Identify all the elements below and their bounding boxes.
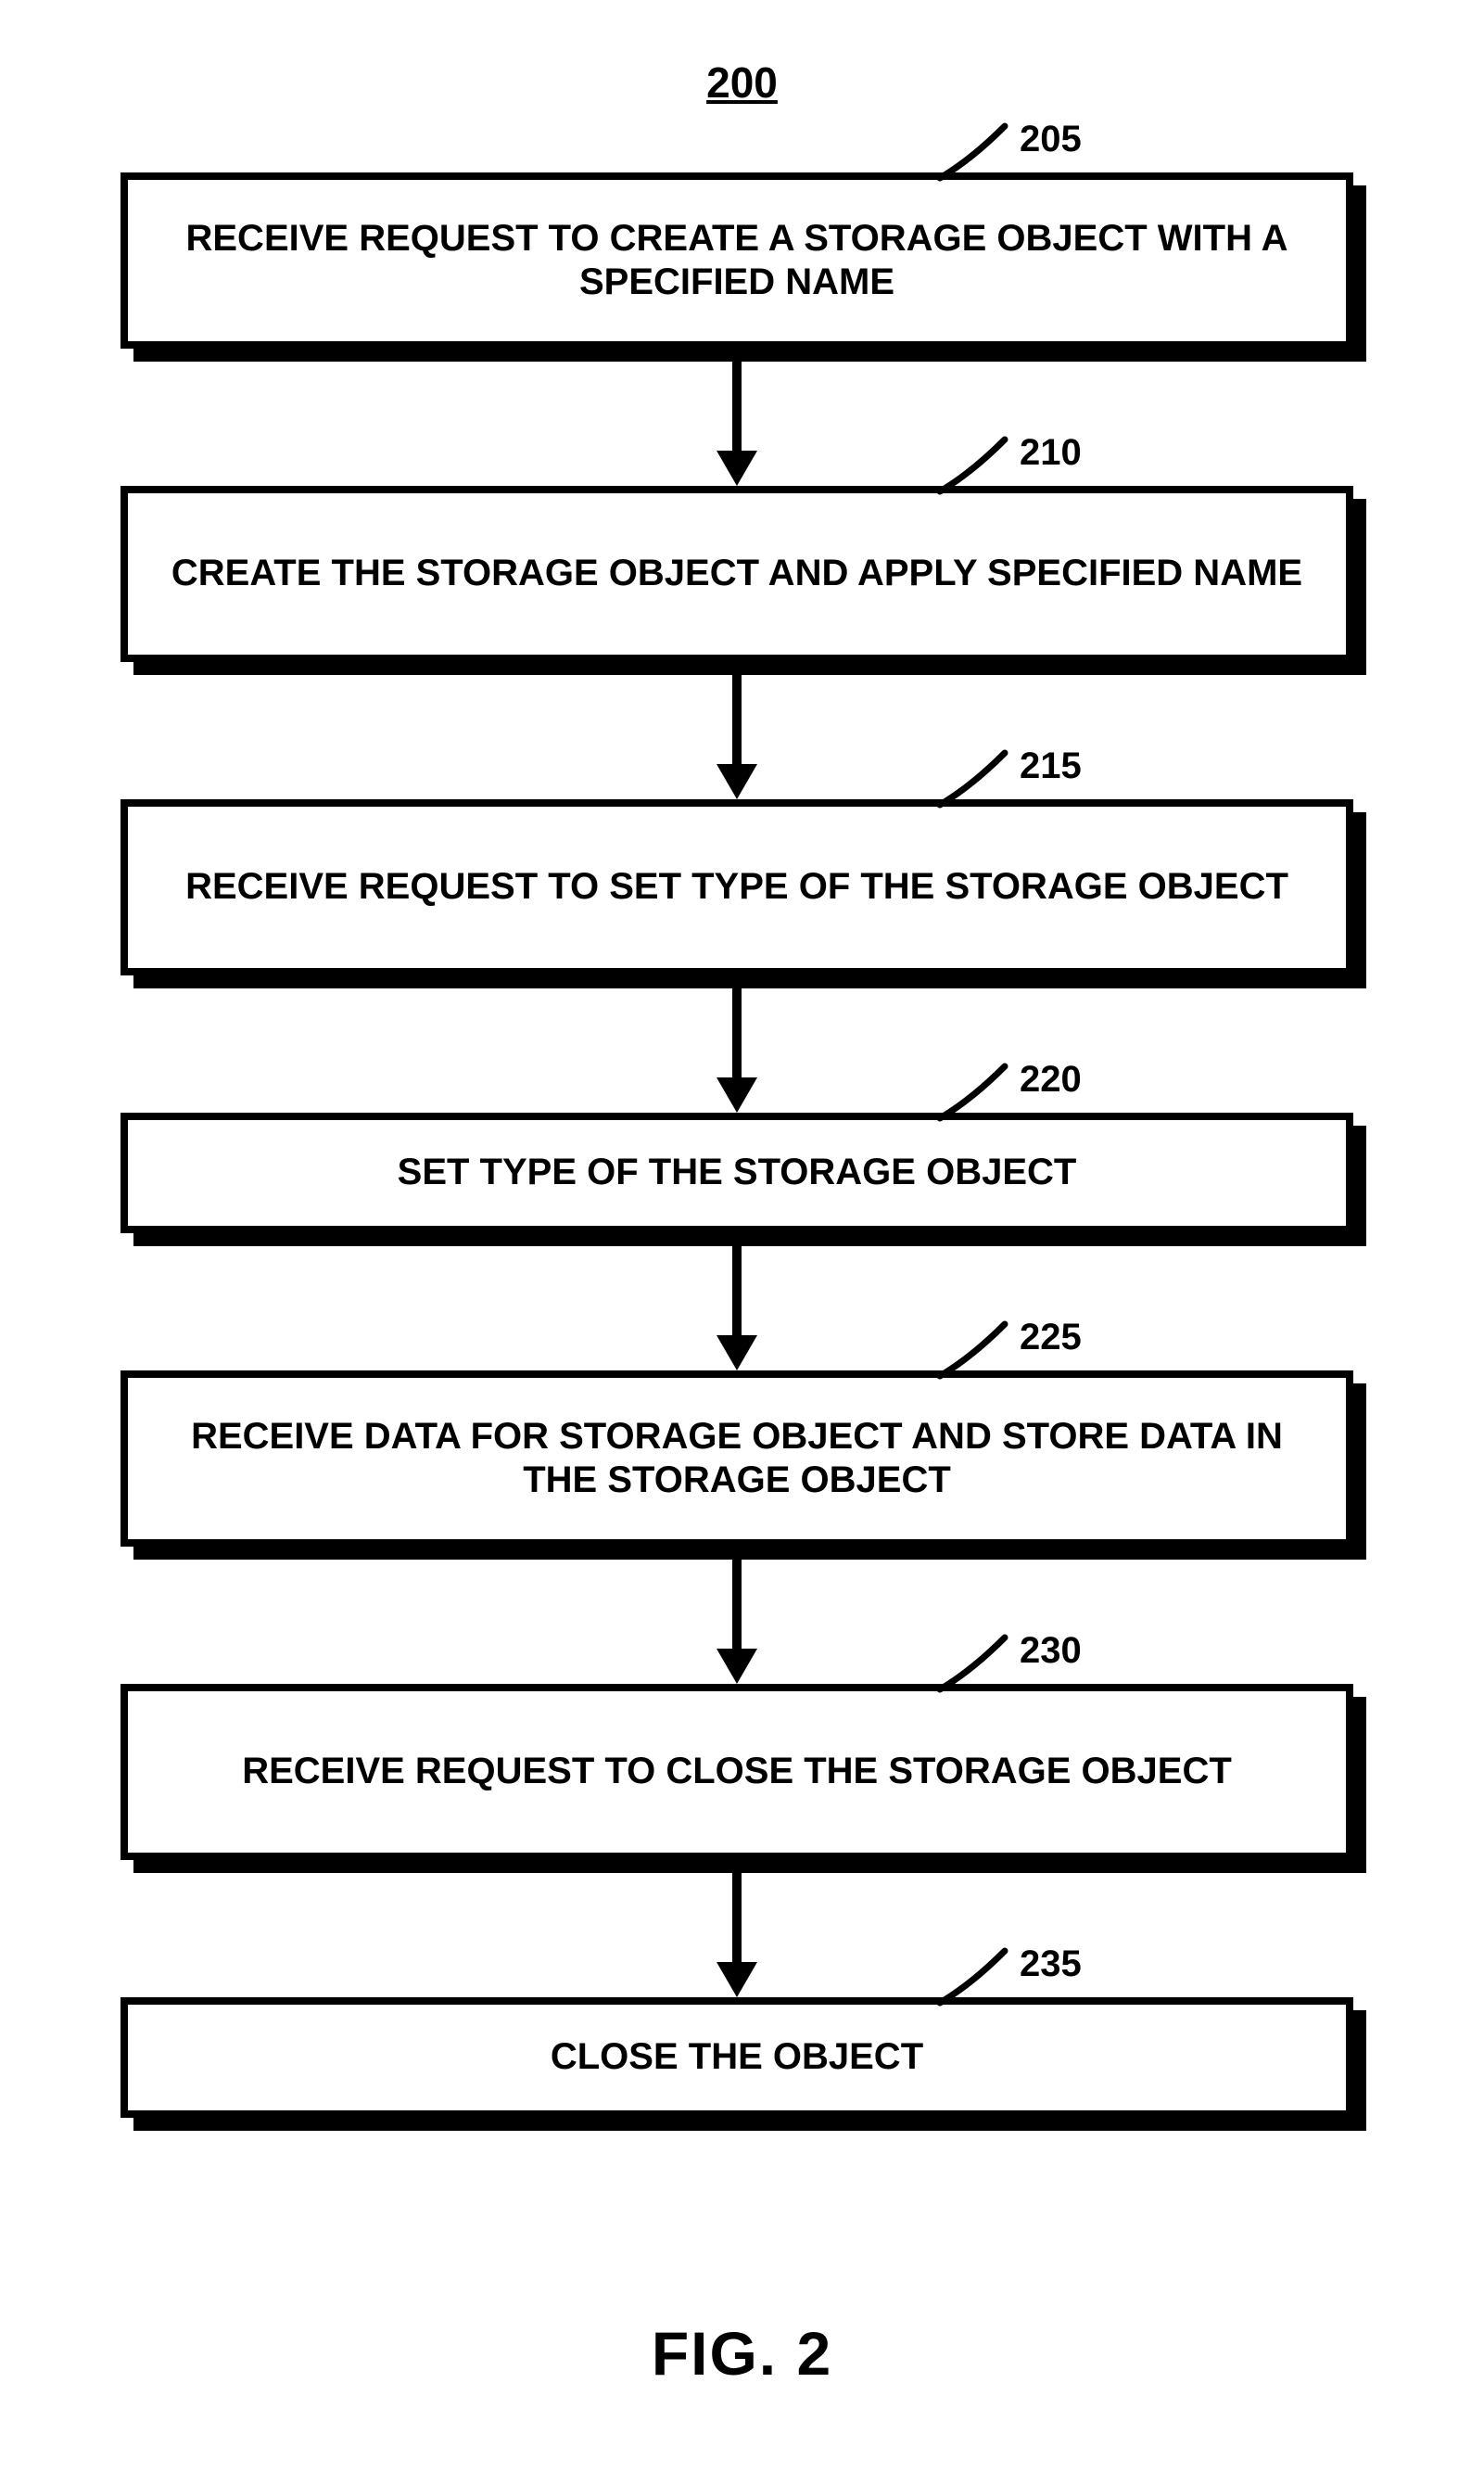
step-text: CREATE THE STORAGE OBJECT AND APPLY SPEC… [171, 552, 1302, 595]
arrow-head-icon [717, 1077, 757, 1115]
leader-curve [931, 1942, 1014, 2012]
reference-label: 205 [1020, 119, 1082, 160]
step-text: CLOSE THE OBJECT [551, 2035, 923, 2079]
arrow-shaft [732, 1547, 742, 1649]
flowchart-figure: 200 FIG. 2 RECEIVE REQUEST TO CREATE A S… [0, 0, 1484, 2472]
leader-curve [931, 430, 1014, 501]
step-box: CLOSE THE OBJECT [120, 1997, 1353, 2118]
arrow-head-icon [717, 1962, 757, 2000]
step-box: CREATE THE STORAGE OBJECT AND APPLY SPEC… [120, 486, 1353, 662]
step-text: RECEIVE DATA FOR STORAGE OBJECT AND STOR… [165, 1415, 1309, 1502]
step-text: RECEIVE REQUEST TO CLOSE THE STORAGE OBJ… [242, 1750, 1232, 1793]
arrow-head-icon [717, 1649, 757, 1687]
reference-label: 230 [1020, 1630, 1082, 1672]
arrow-shaft [732, 1860, 742, 1962]
reference-label: 225 [1020, 1317, 1082, 1358]
leader-curve [931, 1628, 1014, 1699]
step-box: RECEIVE DATA FOR STORAGE OBJECT AND STOR… [120, 1370, 1353, 1547]
figure-caption: FIG. 2 [0, 2318, 1484, 2389]
leader-curve [931, 1057, 1014, 1128]
step-box: RECEIVE REQUEST TO CREATE A STORAGE OBJE… [120, 172, 1353, 349]
leader-curve [931, 117, 1014, 187]
step-text: RECEIVE REQUEST TO SET TYPE OF THE STORA… [185, 865, 1288, 909]
step-text: RECEIVE REQUEST TO CREATE A STORAGE OBJE… [165, 217, 1309, 304]
arrow-shaft [732, 662, 742, 764]
step-box: RECEIVE REQUEST TO SET TYPE OF THE STORA… [120, 799, 1353, 975]
step-text: SET TYPE OF THE STORAGE OBJECT [398, 1151, 1077, 1194]
arrow-shaft [732, 1233, 742, 1335]
leader-curve [931, 744, 1014, 814]
step-box: SET TYPE OF THE STORAGE OBJECT [120, 1113, 1353, 1233]
reference-label: 235 [1020, 1943, 1082, 1985]
arrow-head-icon [717, 451, 757, 489]
reference-label: 215 [1020, 745, 1082, 787]
arrow-head-icon [717, 1335, 757, 1373]
arrow-shaft [732, 975, 742, 1077]
arrow-shaft [732, 349, 742, 451]
step-box: RECEIVE REQUEST TO CLOSE THE STORAGE OBJ… [120, 1684, 1353, 1860]
reference-label: 220 [1020, 1059, 1082, 1101]
figure-number: 200 [0, 57, 1484, 108]
leader-curve [931, 1315, 1014, 1385]
arrow-head-icon [717, 764, 757, 802]
reference-label: 210 [1020, 432, 1082, 474]
